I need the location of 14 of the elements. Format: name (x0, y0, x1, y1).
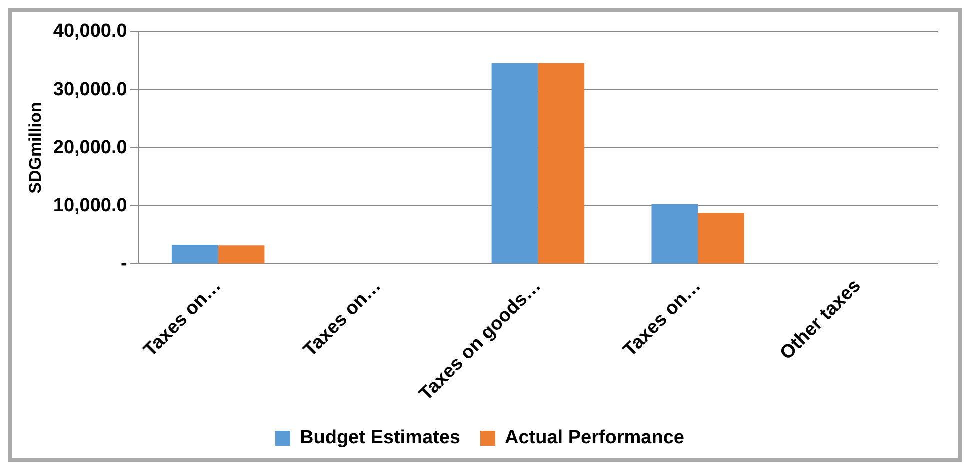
bar (538, 63, 585, 264)
legend-label: Actual Performance (504, 428, 684, 449)
y-tick-label: 40,000.0 (53, 21, 128, 42)
bar (492, 63, 538, 264)
legend-label: Budget Estimates (300, 428, 460, 449)
y-tick-label: - (121, 253, 128, 274)
bar (218, 246, 265, 264)
y-axis-title: SDGmillion (26, 102, 45, 194)
bar (652, 204, 698, 264)
y-tick-label: 20,000.0 (53, 137, 128, 158)
y-tick-label: 10,000.0 (53, 195, 128, 216)
bar (698, 213, 744, 264)
bar (172, 245, 218, 264)
y-tick-label: 30,000.0 (53, 79, 128, 100)
